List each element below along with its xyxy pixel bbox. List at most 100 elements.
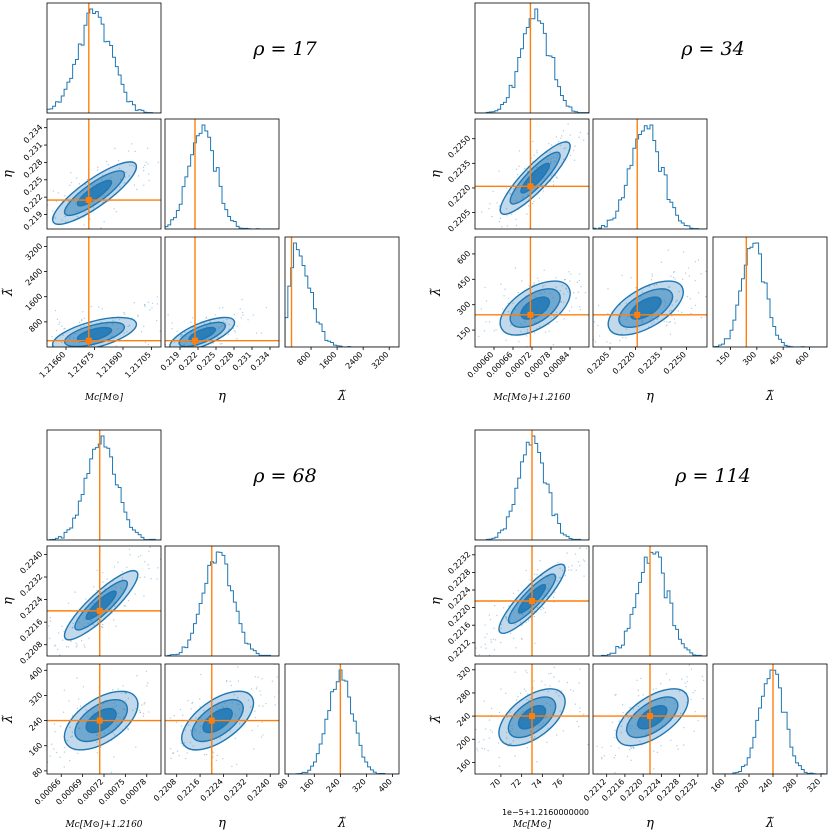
sample-point	[667, 286, 670, 288]
x-tick-label: 3200	[370, 350, 391, 371]
sample-point	[686, 295, 689, 298]
sample-point	[136, 675, 138, 677]
sample-point	[75, 348, 76, 349]
sample-point	[643, 283, 644, 284]
sample-point	[608, 642, 609, 643]
sample-point	[527, 205, 530, 207]
sample-point	[167, 352, 168, 353]
sample-point	[669, 286, 671, 288]
truth-marker	[634, 311, 641, 318]
sample-point	[528, 699, 530, 702]
sample-point	[222, 320, 225, 322]
sample-point	[20, 256, 21, 257]
sample-point	[579, 306, 581, 308]
sample-point	[529, 579, 531, 581]
sample-point	[250, 688, 253, 690]
sample-point	[503, 607, 505, 609]
sample-point	[665, 324, 668, 327]
sample-point	[610, 745, 612, 747]
sample-point	[533, 680, 535, 682]
sample-point	[52, 210, 54, 212]
histogram-lambda	[713, 242, 827, 347]
y-tick-label: 2400	[24, 267, 45, 288]
sample-point	[70, 640, 72, 642]
sample-point	[107, 164, 110, 166]
y-tick-label: 0.2232	[18, 572, 44, 598]
sample-point	[107, 200, 110, 202]
sample-point	[146, 147, 149, 149]
sample-point	[533, 573, 536, 576]
sample-point	[576, 762, 577, 763]
y-tick-label: 200	[455, 734, 472, 751]
sample-point	[497, 742, 500, 744]
sample-point	[157, 567, 159, 569]
sample-point	[118, 167, 121, 170]
x-axis-label-mc: Mc[M⊙]	[84, 393, 124, 403]
sample-point	[55, 329, 58, 332]
sample-point	[271, 680, 274, 682]
sample-point	[696, 656, 697, 657]
y-tick-label: 0.2216	[18, 617, 44, 643]
y-tick-label: 320	[455, 665, 472, 682]
sample-point	[538, 280, 540, 282]
sample-point	[64, 327, 66, 330]
sample-point	[112, 689, 114, 691]
sample-point	[595, 292, 596, 293]
sample-point	[144, 701, 146, 704]
sample-point	[580, 322, 581, 323]
sample-point	[142, 169, 145, 172]
sample-point	[549, 151, 551, 153]
sample-point	[561, 135, 563, 137]
snr-title: ρ = 34	[680, 38, 744, 60]
sample-point	[242, 311, 244, 314]
sample-point	[627, 716, 629, 719]
sample-point	[561, 285, 563, 287]
sample-point	[615, 693, 617, 696]
sample-point	[488, 207, 490, 210]
sample-point	[570, 273, 572, 275]
sample-point	[117, 561, 119, 563]
sample-point	[102, 581, 104, 583]
sample-point	[500, 226, 503, 228]
truth-marker	[529, 713, 535, 720]
sample-point	[594, 341, 597, 343]
x-tick-label: 240	[757, 777, 774, 794]
panel-frame	[592, 236, 708, 348]
x-tick-label: 320	[351, 777, 368, 794]
sample-point	[170, 757, 172, 760]
sample-point	[144, 164, 146, 167]
sample-point	[552, 343, 555, 346]
sample-point	[498, 205, 501, 207]
sample-point	[567, 743, 568, 744]
sample-point	[182, 714, 184, 717]
sample-point	[675, 300, 677, 303]
sample-point	[626, 755, 629, 758]
sample-point	[253, 748, 255, 750]
sample-point	[628, 749, 631, 751]
y-tick-label: 450	[455, 274, 472, 291]
sample-point	[700, 272, 702, 275]
sample-point	[143, 561, 146, 563]
sample-point	[668, 679, 671, 681]
panel-content	[475, 237, 644, 347]
sample-point	[64, 195, 66, 197]
sample-point	[64, 215, 66, 218]
sample-point	[61, 325, 63, 327]
sample-point	[83, 317, 86, 320]
sample-point	[276, 676, 279, 678]
sample-point	[22, 252, 23, 253]
panel-content	[593, 119, 707, 229]
sample-point	[493, 330, 495, 332]
x-tick-label: 320	[805, 777, 822, 794]
panel-0-0	[474, 2, 590, 114]
sample-point	[525, 621, 527, 624]
density-contour-3	[85, 590, 117, 621]
sample-point	[148, 567, 150, 570]
sample-point	[526, 699, 528, 701]
sample-point	[625, 328, 628, 330]
sample-point	[168, 348, 169, 349]
sample-point	[42, 339, 43, 340]
sample-point	[682, 251, 685, 253]
sample-point	[236, 337, 238, 340]
